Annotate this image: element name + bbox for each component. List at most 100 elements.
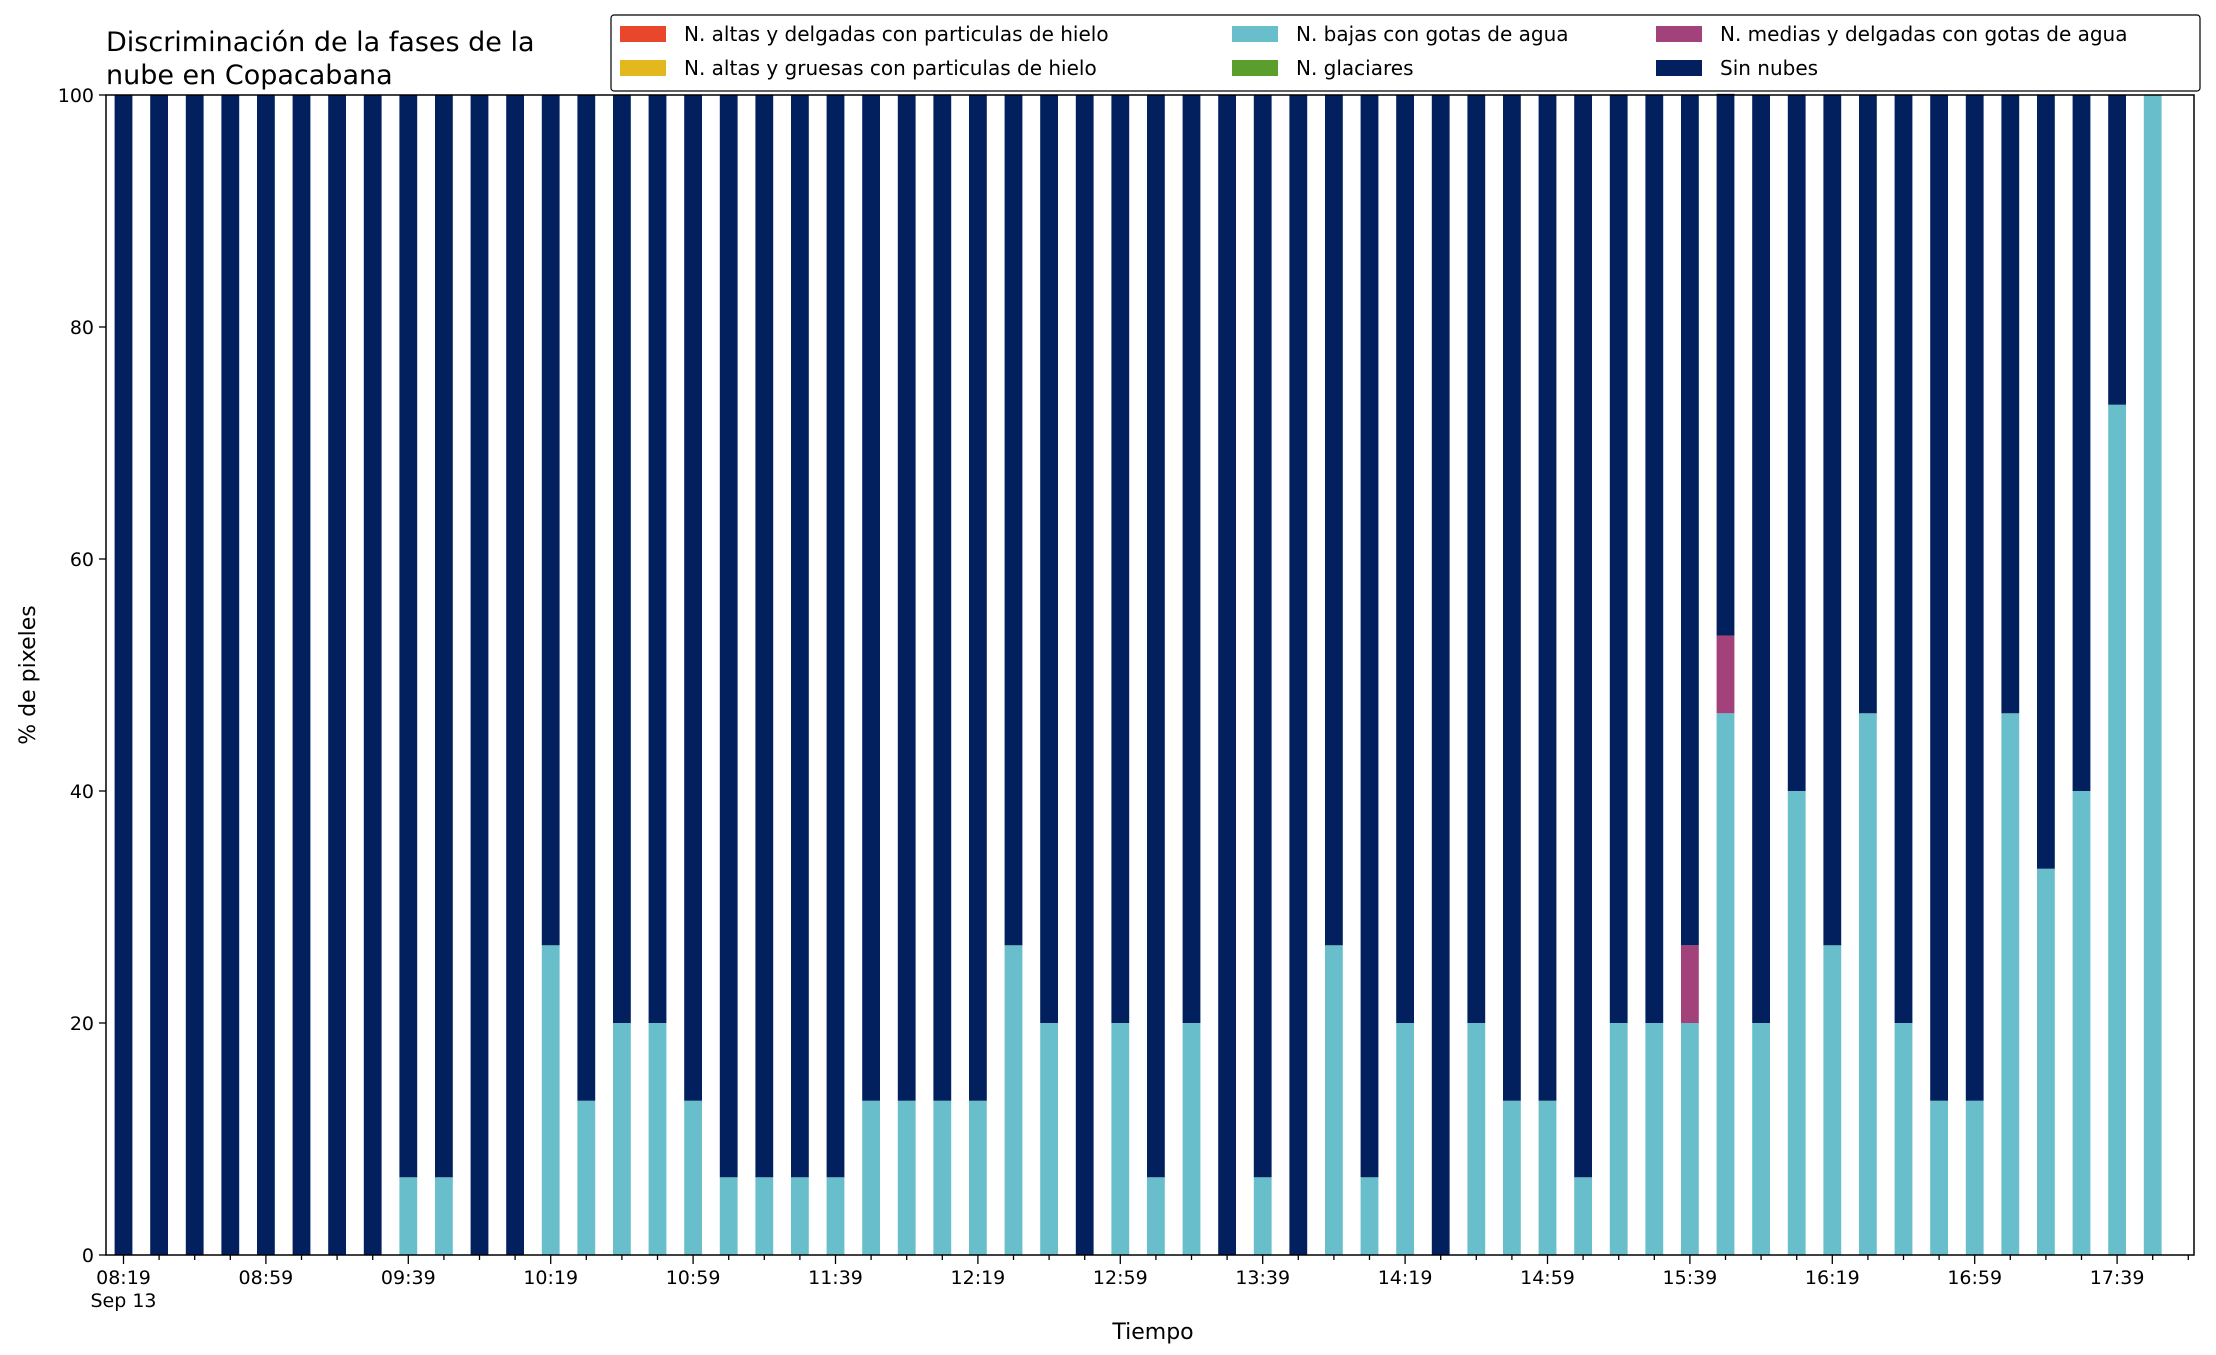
bar-segment (1360, 1177, 1379, 1255)
legend-label: N. altas y gruesas con particulas de hie… (684, 56, 1097, 80)
bar-segment (506, 95, 524, 1255)
y-axis-label: % de pixeles (16, 605, 41, 744)
x-tick-label: 08:19 (96, 1267, 151, 1289)
bar-segment (1930, 95, 1948, 1101)
legend-box (610, 14, 2201, 92)
bar-segment (719, 1177, 738, 1255)
bar-segment (1681, 1023, 1699, 1255)
bar-segment (1538, 1100, 1557, 1255)
bar-segment (399, 1177, 418, 1255)
y-tick-label: 40 (70, 781, 94, 803)
bar-segment (257, 95, 275, 1255)
bar-segment (1396, 1023, 1414, 1255)
bar-segment (1004, 95, 1023, 946)
x-tick-label: 15:39 (1663, 1267, 1718, 1289)
bar-segment (1823, 95, 1842, 946)
bar-segment (435, 95, 453, 1178)
bar-segment (613, 1023, 631, 1255)
bar-segment (470, 95, 489, 1255)
bar-segment (1396, 95, 1414, 1023)
bar-segment (1253, 95, 1272, 1178)
bar-segment (1004, 945, 1023, 1255)
bar-segment (1111, 1023, 1130, 1255)
bar-segment (719, 95, 738, 1178)
bar-segment (1609, 95, 1628, 1023)
bar-segment (1752, 1023, 1770, 1255)
bar-segment (2001, 95, 2020, 714)
bar-segment (114, 95, 133, 1255)
y-tick-label: 100 (58, 85, 94, 107)
bar-segment (1787, 791, 1806, 1255)
legend-label: Sin nubes (1720, 56, 1818, 80)
bar-segment (1040, 1023, 1058, 1255)
legend-label: N. bajas con gotas de agua (1296, 22, 1569, 46)
bar-segment (933, 1100, 952, 1255)
bar-segment (648, 1023, 667, 1255)
chart-title-line-2: nube en Copacabana (106, 60, 393, 91)
legend-swatch (1656, 60, 1702, 76)
bar-segment (1360, 95, 1379, 1178)
x-tick-label: 13:39 (1235, 1267, 1290, 1289)
bar-segment (1716, 713, 1735, 1255)
bar-segment (1503, 1100, 1521, 1255)
y-tick-label: 80 (70, 317, 94, 339)
bar-segment (1859, 95, 1877, 714)
x-tick-label: 10:19 (523, 1267, 578, 1289)
bar-segment (1574, 95, 1592, 1178)
bar-segment (1431, 95, 1450, 1255)
bar-segment (399, 95, 418, 1178)
x-tick-label: 17:39 (2090, 1267, 2145, 1289)
legend-swatch (1232, 60, 1278, 76)
bars-layer (114, 93, 2162, 1256)
bar-segment (2037, 868, 2055, 1255)
x-tick-label: 12:59 (1093, 1267, 1148, 1289)
bar-segment (1182, 95, 1201, 1023)
bar-segment (1859, 713, 1877, 1255)
chart-title-line-1: Discriminación de la fases de la (106, 27, 535, 58)
bar-segment (1894, 1023, 1913, 1255)
bar-segment (897, 1100, 916, 1255)
x-tick-label: 14:19 (1378, 1267, 1433, 1289)
bar-segment (755, 1177, 774, 1255)
bar-segment (862, 95, 880, 1101)
bar-segment (1111, 95, 1130, 1023)
legend-swatch (620, 26, 666, 42)
bar-segment (791, 95, 809, 1178)
bar-segment (292, 95, 311, 1255)
bar-segment (2143, 95, 2162, 1255)
x-tick-label: 10:59 (666, 1267, 721, 1289)
bar-segment (969, 95, 987, 1101)
bar-segment (969, 1100, 987, 1255)
x-tick-label: 16:19 (1805, 1267, 1860, 1289)
bar-segment (648, 95, 667, 1023)
bar-segment (1075, 95, 1094, 1255)
bar-segment (1253, 1177, 1272, 1255)
legend-label: N. glaciares (1296, 56, 1414, 80)
x-tick-label: 16:59 (1947, 1267, 2002, 1289)
legend-label: N. medias y delgadas con gotas de agua (1720, 22, 2128, 46)
bar-segment (1538, 95, 1557, 1101)
y-tick-label: 60 (70, 549, 94, 571)
bar-segment (541, 95, 560, 946)
x-tick-label: 12:19 (951, 1267, 1006, 1289)
bar-segment (221, 95, 240, 1255)
bar-segment (2108, 404, 2126, 1256)
bar-segment (2072, 791, 2091, 1255)
bar-segment (1681, 945, 1699, 1023)
y-tick-label: 0 (82, 1245, 94, 1267)
legend-swatch (620, 60, 666, 76)
bar-segment (613, 95, 631, 1023)
bar-segment (1467, 1023, 1486, 1255)
bar-segment (1752, 95, 1770, 1023)
bar-segment (1467, 95, 1486, 1023)
bar-segment (1147, 1177, 1165, 1255)
x-tick-sublabel: Sep 13 (90, 1290, 156, 1312)
x-tick-label: 14:59 (1520, 1267, 1575, 1289)
bar-segment (1716, 93, 1735, 636)
bar-segment (684, 95, 702, 1101)
bar-segment (1040, 95, 1058, 1023)
bar-segment (2037, 95, 2055, 869)
y-tick-label: 20 (70, 1013, 94, 1035)
legend: N. altas y delgadas con particulas de hi… (610, 14, 2201, 92)
